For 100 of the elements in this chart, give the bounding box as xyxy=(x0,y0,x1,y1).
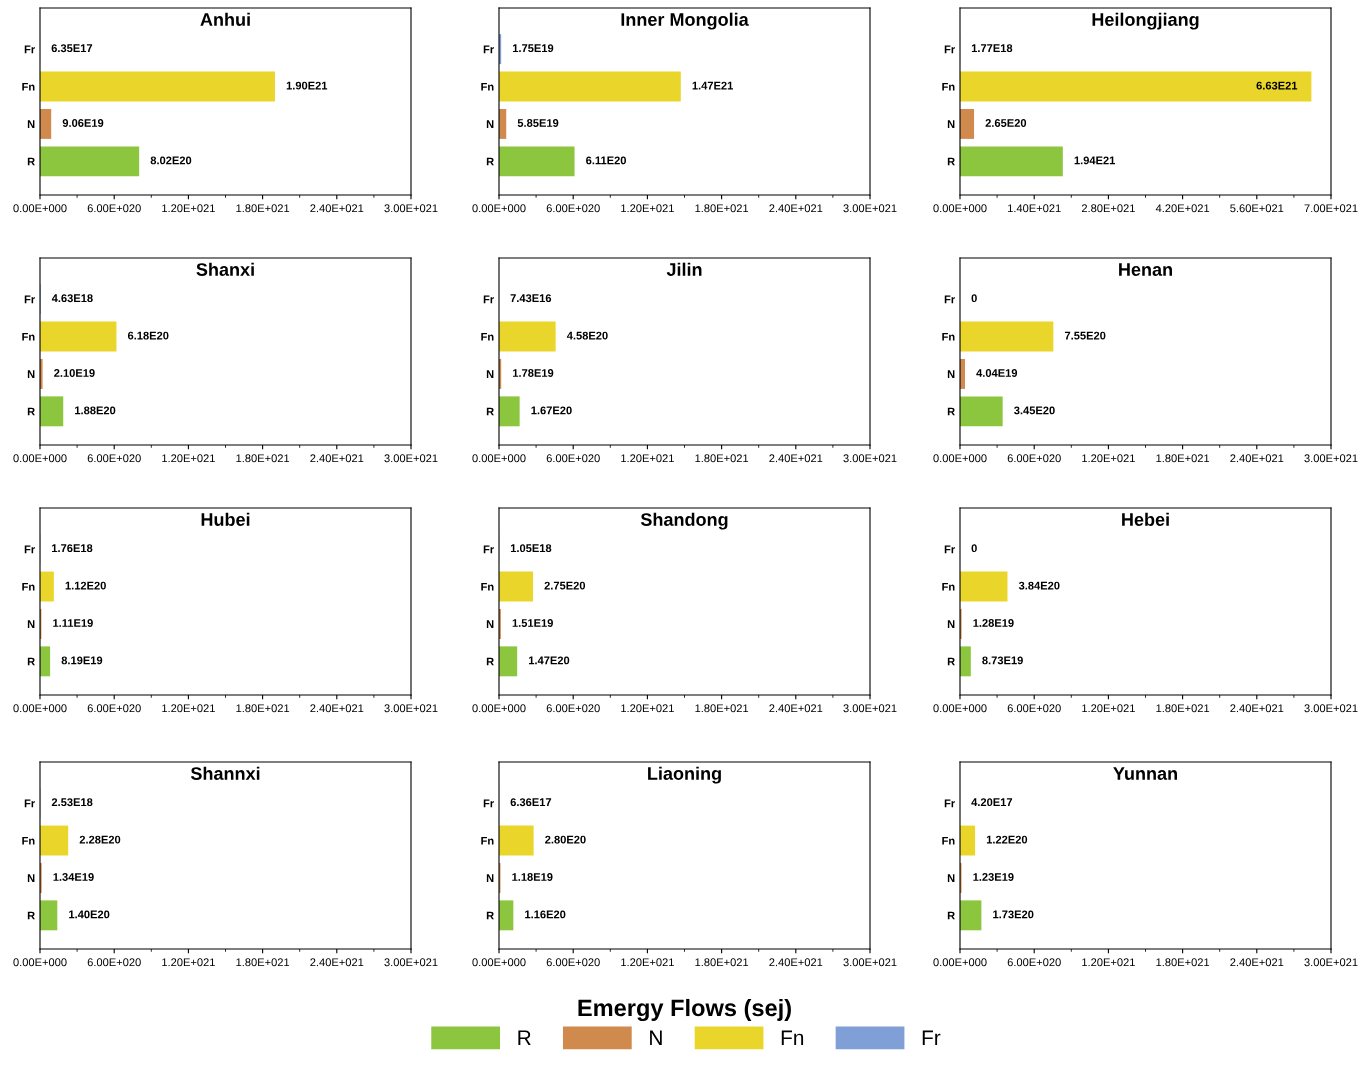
x-tick-label: 2.40E+021 xyxy=(1230,454,1284,463)
data-label: 6.35E17 xyxy=(51,44,93,53)
x-tick-label: 0.00E+000 xyxy=(472,704,526,713)
data-label: 1.78E19 xyxy=(513,369,554,377)
legend-label: N xyxy=(650,1030,662,1045)
x-tick-label: 2.40E+021 xyxy=(310,704,364,713)
y-tick-label: Fn xyxy=(22,582,35,591)
data-label: 6.11E20 xyxy=(586,156,626,165)
y-tick-label: Fr xyxy=(24,45,35,54)
y-tick-label: R xyxy=(947,157,955,166)
x-tick-label: 3.00E+021 xyxy=(843,204,897,213)
y-tick-label: R xyxy=(486,657,494,666)
data-label: 2.10E19 xyxy=(54,369,95,377)
x-tick-label: 1.80E+021 xyxy=(695,704,749,713)
data-label: 8.19E19 xyxy=(61,656,103,665)
y-tick-label: Fn xyxy=(481,332,494,341)
y-tick-label: N xyxy=(486,620,494,628)
x-tick-label: 0.00E+000 xyxy=(13,704,67,713)
x-tick-label: 6.00E+020 xyxy=(87,704,141,713)
x-tick-label: 1.20E+021 xyxy=(621,204,674,213)
chart-title: Inner Mongolia xyxy=(621,12,749,30)
y-tick-label: Fr xyxy=(483,545,494,554)
data-label: 7.43E16 xyxy=(510,294,552,303)
x-tick-label: 2.80E+021 xyxy=(1081,204,1135,213)
y-tick-label: N xyxy=(486,874,494,882)
y-tick-label: Fn xyxy=(22,82,35,91)
x-tick-label: 3.00E+021 xyxy=(1304,454,1358,463)
y-tick-label: Fr xyxy=(24,799,35,808)
y-tick-label: Fn xyxy=(481,836,494,845)
data-label: 1.11E19 xyxy=(53,619,93,627)
data-label: 1.94E21 xyxy=(1074,156,1116,165)
data-label: 4.63E18 xyxy=(51,294,93,303)
x-tick-label: 0.00E+000 xyxy=(933,204,987,213)
x-tick-label: 3.00E+021 xyxy=(843,454,897,463)
x-tick-label: 0.00E+000 xyxy=(933,454,987,463)
x-tick-label: 1.20E+021 xyxy=(1082,958,1135,967)
y-tick-label: Fn xyxy=(942,582,955,591)
x-tick-label: 1.20E+021 xyxy=(162,958,215,967)
x-tick-label: 0.00E+000 xyxy=(472,204,526,213)
data-label: 2.65E20 xyxy=(985,119,1027,127)
data-label: 1.88E20 xyxy=(75,406,116,415)
data-label: 1.40E20 xyxy=(69,910,110,919)
x-tick-label: 5.60E+021 xyxy=(1230,204,1284,213)
x-tick-label: 6.00E+020 xyxy=(87,454,141,463)
x-tick-label: 1.20E+021 xyxy=(162,204,215,213)
chart-title: Shandong xyxy=(640,512,728,530)
data-label: 1.34E19 xyxy=(53,873,94,881)
data-label: 6.63E21 xyxy=(1256,81,1298,90)
data-label: 5.85E19 xyxy=(517,119,559,127)
y-tick-label: Fn xyxy=(481,582,494,591)
x-tick-label: 1.80E+021 xyxy=(236,704,290,713)
data-label: 2.28E20 xyxy=(79,835,121,844)
x-tick-label: 1.80E+021 xyxy=(1156,958,1210,967)
data-label: 2.75E20 xyxy=(544,581,586,590)
x-tick-label: 3.00E+021 xyxy=(843,958,897,967)
x-tick-label: 1.20E+021 xyxy=(621,958,674,967)
y-tick-label: R xyxy=(486,911,494,920)
y-tick-label: N xyxy=(27,370,35,378)
x-tick-label: 1.80E+021 xyxy=(695,958,749,967)
x-tick-label: 0.00E+000 xyxy=(933,958,987,967)
chart-title: Yunnan xyxy=(1113,767,1177,780)
x-tick-label: 3.00E+021 xyxy=(384,204,438,213)
data-label: 3.84E20 xyxy=(1018,581,1060,590)
x-tick-label: 2.40E+021 xyxy=(310,204,364,213)
data-label: 8.73E19 xyxy=(982,656,1023,665)
x-tick-label: 1.20E+021 xyxy=(1082,704,1135,713)
y-tick-label: Fr xyxy=(483,799,494,808)
x-tick-label: 1.80E+021 xyxy=(695,204,749,213)
data-label: 6.36E17 xyxy=(510,798,552,807)
chart-title: Hubei xyxy=(201,512,250,526)
x-tick-label: 1.20E+021 xyxy=(621,704,674,713)
data-label: 1.47E21 xyxy=(692,81,733,90)
x-tick-label: 1.80E+021 xyxy=(1156,454,1210,463)
y-tick-label: Fn xyxy=(481,82,494,91)
data-label: 1.18E19 xyxy=(512,873,553,881)
data-label: 1.05E18 xyxy=(510,544,552,553)
chart-title: Shanxi xyxy=(196,262,254,276)
chart-title: Jilin xyxy=(666,262,702,276)
data-label: 1.47E20 xyxy=(528,656,570,665)
y-tick-label: R xyxy=(27,657,35,666)
x-tick-label: 0.00E+000 xyxy=(472,958,526,967)
x-tick-label: 4.20E+021 xyxy=(1155,204,1210,213)
x-tick-label: 1.80E+021 xyxy=(236,454,290,463)
y-tick-label: R xyxy=(486,157,494,166)
data-label: 1.22E20 xyxy=(986,835,1028,844)
data-label: 1.28E19 xyxy=(973,619,1014,627)
x-tick-label: 1.20E+021 xyxy=(162,704,215,713)
data-label: 6.18E20 xyxy=(127,331,169,340)
y-tick-label: R xyxy=(947,407,955,416)
y-tick-label: Fn xyxy=(942,82,955,91)
data-label: 4.20E17 xyxy=(971,798,1013,807)
y-tick-label: N xyxy=(27,874,35,882)
legend-label: Fn xyxy=(781,1030,804,1045)
x-tick-label: 3.00E+021 xyxy=(843,704,897,713)
y-tick-label: Fr xyxy=(944,545,955,554)
data-label: 1.67E20 xyxy=(531,406,572,415)
y-tick-label: Fn xyxy=(942,836,955,845)
data-label: 2.80E20 xyxy=(545,835,586,844)
x-tick-label: 2.40E+021 xyxy=(769,204,823,213)
legend-label: R xyxy=(518,1030,531,1045)
